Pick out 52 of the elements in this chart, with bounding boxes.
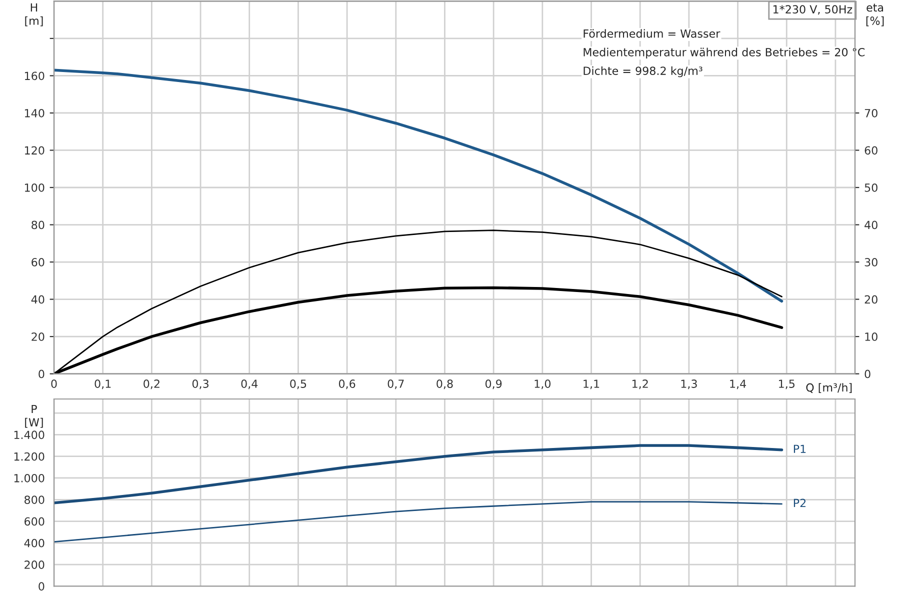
y2-tick-label: 30 (864, 258, 878, 266)
y-tick-label: 800 (24, 496, 44, 504)
y-axis-title: P [W] (25, 404, 43, 428)
x-tick-label: 0,6 (338, 380, 356, 390)
y-tick-label: 1.200 (14, 452, 44, 461)
x-tick-label: 0,1 (94, 380, 111, 390)
x-tick-label: 0,8 (436, 380, 453, 390)
annotation: Fördermedium = Wasser (584, 29, 720, 38)
y2-tick-label: 50 (864, 183, 878, 192)
x-tick-label: 1,5 (779, 380, 794, 390)
y-tick-label: 160 (24, 72, 44, 80)
y-tick-label: 40 (31, 295, 44, 304)
chart-title: 1*230 V, 50Hz (773, 5, 852, 15)
x-tick-label: 1,4 (730, 380, 746, 390)
y-tick-label: 20 (32, 332, 44, 341)
y2-tick-label: 10 (865, 332, 878, 341)
x-axis-title: Q [m³/h] (806, 383, 852, 394)
y-tick-label: 100 (24, 183, 44, 192)
y-tick-label: 60 (32, 258, 44, 266)
y2-tick-label: 60 (864, 146, 878, 155)
y2-tick-label: 40 (864, 220, 878, 230)
x-tick-label: 0,2 (144, 380, 160, 390)
y-tick-label: 1.400 (14, 430, 44, 440)
line-series (54, 501, 782, 543)
x-tick-label: 1,1 (584, 380, 600, 390)
y-axis-title: H [m] (25, 3, 43, 26)
x-tick-label: 0,5 (290, 380, 306, 390)
y-tick-label: 600 (24, 517, 44, 526)
x-tick-label: 1,0 (534, 380, 551, 390)
x-tick-label: 1,2 (632, 380, 648, 390)
y-tick-label: 80 (32, 220, 44, 230)
y-tick-label: 1.000 (14, 474, 44, 482)
annotation: Dichte = 998.2 kg/m³ (584, 66, 702, 78)
y2-axis-title: eta [%] (866, 4, 884, 26)
series-label: P1 (794, 444, 806, 453)
y2-tick-label: 70 (864, 108, 878, 118)
y-tick-label: 400 (24, 538, 44, 548)
x-tick-label: 0,9 (485, 380, 502, 390)
series-label: P2 (794, 498, 806, 508)
x-tick-label: 1,3 (681, 380, 697, 390)
x-tick-label: 0,7 (388, 380, 404, 390)
x-tick-label: 0,4 (241, 380, 258, 390)
y-tick-label: 120 (24, 146, 44, 155)
y2-tick-label: 0 (864, 370, 870, 378)
y-tick-label: 140 (24, 108, 44, 118)
x-tick-label: 0 (51, 380, 57, 388)
line-series (54, 444, 784, 504)
x-tick-label: 0,3 (192, 380, 208, 390)
y2-tick-label: 20 (864, 295, 878, 304)
y-tick-label: 200 (24, 560, 44, 569)
y-tick-label: 0 (38, 582, 44, 591)
y-tick-label: 0 (38, 370, 44, 378)
